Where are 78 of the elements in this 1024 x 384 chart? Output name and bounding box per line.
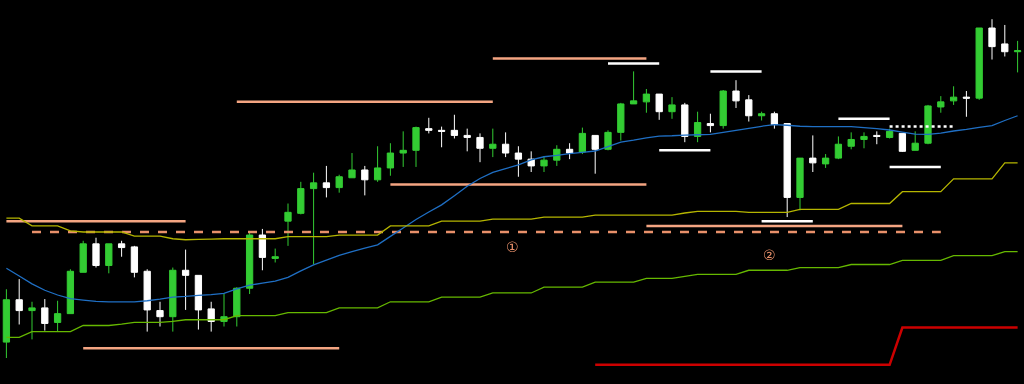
candlestick	[847, 131, 855, 150]
candlestick	[642, 88, 651, 114]
candlestick	[335, 174, 343, 194]
candlestick	[194, 274, 203, 331]
candlestick	[655, 93, 663, 121]
candlestick	[258, 228, 267, 271]
candlestick	[361, 165, 369, 196]
candlestick	[796, 157, 804, 211]
candlestick	[681, 102, 689, 143]
candlestick	[898, 132, 907, 153]
candlestick	[412, 126, 420, 168]
candlestick	[706, 113, 715, 133]
candlestick	[425, 117, 433, 134]
candlestick	[309, 172, 318, 266]
candlestick	[693, 111, 702, 143]
candlestick	[105, 243, 113, 274]
candlestick	[770, 111, 779, 130]
candlestick	[15, 278, 23, 325]
annotation: ①	[506, 239, 519, 255]
candlestick	[617, 102, 625, 141]
candlestick	[604, 129, 612, 151]
candlestick	[117, 240, 126, 258]
candlestick	[399, 130, 407, 168]
candlestick	[130, 245, 139, 278]
candlestick	[962, 90, 971, 118]
candlestick	[437, 126, 446, 148]
candlestick	[873, 130, 881, 145]
candlestick	[732, 79, 740, 109]
candlestick	[297, 181, 305, 215]
candlestick	[489, 128, 497, 158]
candlestick	[1001, 24, 1009, 57]
candlestick	[540, 155, 548, 173]
candlestick	[911, 130, 919, 151]
candlestick	[386, 142, 395, 177]
candlestick	[245, 230, 254, 295]
candlestick	[629, 70, 638, 105]
candlestick	[553, 144, 561, 167]
candlestick	[501, 131, 510, 158]
candlestick	[565, 142, 574, 160]
candlestick	[79, 240, 87, 273]
candlestick	[1013, 40, 1022, 73]
candlestick	[578, 127, 587, 155]
candlestick	[28, 301, 36, 340]
candlestick	[284, 203, 292, 247]
candlestick	[450, 114, 459, 139]
candlestick	[988, 18, 996, 61]
candlestick	[2, 288, 11, 359]
candlestick	[169, 267, 177, 333]
candlestick	[834, 135, 843, 160]
candlestick	[937, 95, 945, 114]
candlestick	[949, 85, 958, 106]
candlestick	[271, 248, 279, 263]
candlestick	[66, 268, 75, 315]
candlestick	[809, 134, 817, 173]
candlestick	[975, 27, 983, 101]
candlestick	[719, 89, 727, 130]
candlestick	[92, 237, 100, 269]
candlestick	[860, 131, 868, 149]
candlestick	[156, 301, 164, 328]
candlestick	[41, 298, 49, 332]
candlestick	[591, 134, 599, 175]
candlestick	[143, 268, 151, 333]
candlestick	[233, 286, 241, 328]
candlestick	[53, 300, 62, 333]
candlestick	[745, 94, 753, 123]
annotation: ②	[763, 247, 776, 263]
candlestick	[463, 128, 471, 152]
candlestick	[924, 104, 932, 145]
candlestick	[514, 145, 523, 178]
candlestick	[668, 96, 676, 120]
candlestick	[821, 153, 830, 169]
candlestick	[322, 165, 331, 198]
candlestick	[181, 249, 190, 311]
candlestick	[783, 123, 791, 218]
candlestick	[373, 145, 382, 183]
candlestick	[757, 111, 766, 122]
candlestick	[476, 132, 484, 163]
candlestick	[348, 152, 356, 179]
